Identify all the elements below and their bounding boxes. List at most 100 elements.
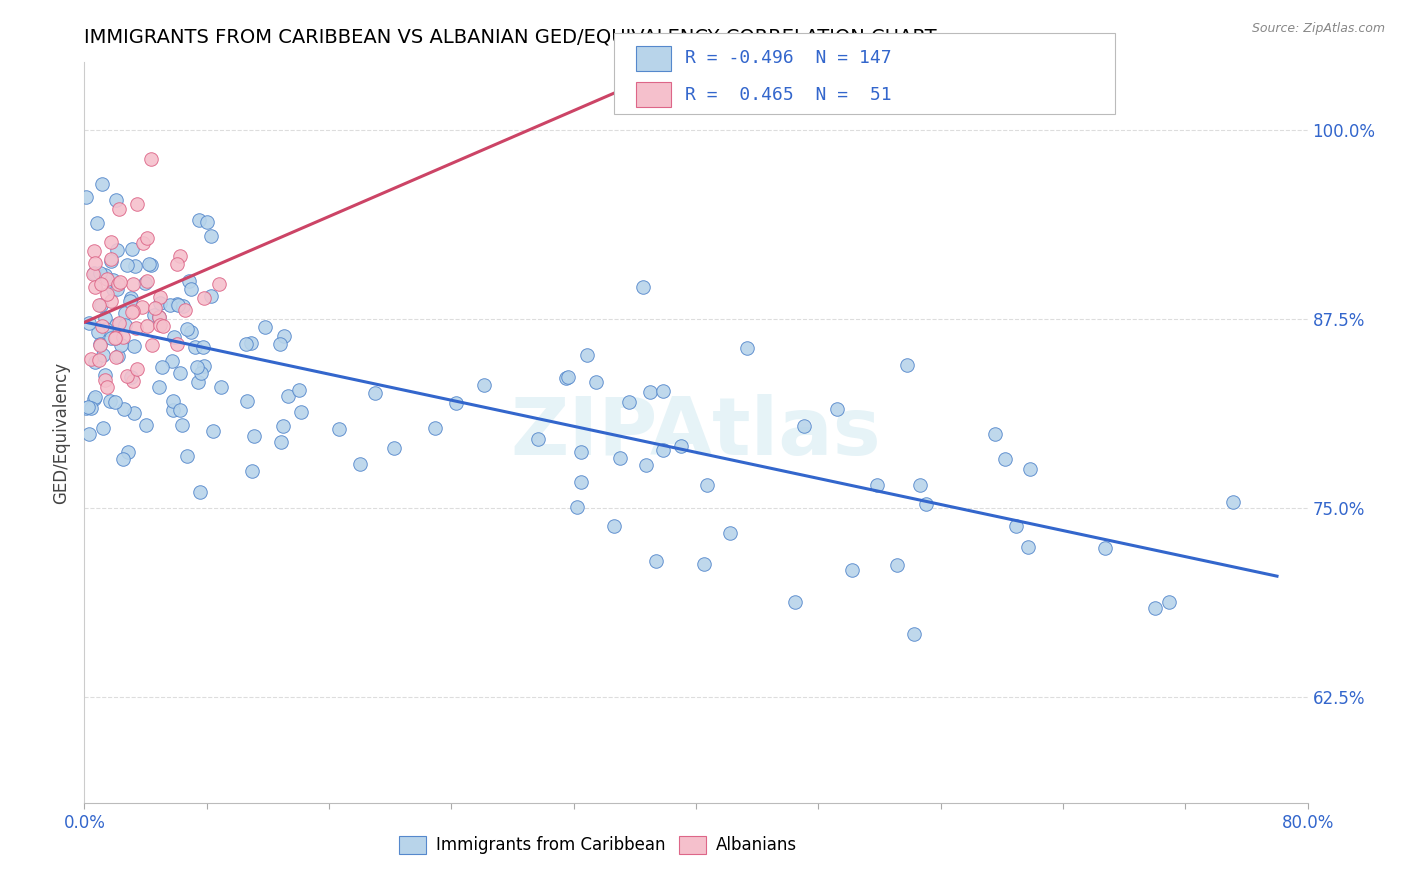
Point — [162, 403, 184, 417]
Y-axis label: GED/Equivalency: GED/Equivalency — [52, 361, 70, 504]
Point — [866, 477, 889, 491]
Point — [90, 277, 112, 291]
Text: Source: ZipAtlas.com: Source: ZipAtlas.com — [1251, 22, 1385, 36]
Point — [135, 318, 157, 333]
Point — [364, 385, 387, 400]
Point — [382, 442, 405, 456]
Point — [526, 432, 548, 446]
Point — [896, 358, 918, 372]
Point — [693, 557, 716, 571]
Point — [444, 396, 467, 410]
Point — [122, 277, 145, 291]
Point — [915, 497, 938, 511]
Point — [669, 439, 692, 453]
Point — [83, 392, 105, 407]
Point — [1222, 494, 1244, 508]
Point — [104, 331, 127, 345]
Point — [166, 336, 188, 351]
Point — [585, 375, 607, 389]
Point — [195, 214, 218, 228]
Point — [1143, 601, 1166, 615]
Point — [186, 359, 208, 374]
Point — [104, 318, 127, 332]
Point — [825, 401, 848, 416]
Point — [633, 280, 655, 294]
Point — [166, 296, 188, 310]
Point — [84, 279, 107, 293]
Point — [131, 300, 153, 314]
Point — [240, 464, 263, 478]
Point — [83, 355, 105, 369]
Point — [105, 350, 128, 364]
Point — [111, 451, 134, 466]
Point — [886, 558, 908, 573]
Point — [172, 299, 194, 313]
Point — [83, 266, 105, 280]
Point — [565, 500, 588, 515]
Point — [100, 235, 122, 249]
Point — [644, 554, 666, 568]
Point — [104, 331, 127, 345]
Point — [120, 369, 142, 384]
Point — [149, 295, 172, 310]
Point — [121, 305, 143, 319]
Point — [115, 258, 138, 272]
Point — [1157, 595, 1180, 609]
Point — [640, 384, 662, 399]
Point — [200, 289, 222, 303]
Point — [96, 322, 118, 336]
Point — [603, 519, 626, 533]
Point — [159, 298, 181, 312]
Point — [169, 249, 191, 263]
Point — [273, 419, 295, 434]
Point — [1005, 519, 1028, 533]
Point — [94, 368, 117, 382]
Point — [87, 353, 110, 368]
Point — [101, 282, 124, 296]
Point — [94, 268, 117, 283]
Point — [141, 258, 163, 272]
Point — [634, 458, 657, 472]
Point — [122, 339, 145, 353]
Point — [91, 319, 114, 334]
Point — [124, 259, 146, 273]
Point — [162, 354, 184, 368]
Point — [554, 371, 576, 385]
Point — [138, 257, 160, 271]
Point — [141, 338, 163, 352]
Point — [105, 243, 128, 257]
Point — [696, 477, 718, 491]
Point — [571, 475, 593, 490]
Point — [253, 320, 276, 334]
Point — [122, 304, 145, 318]
Point — [83, 244, 105, 259]
Point — [162, 394, 184, 409]
Point — [609, 450, 631, 465]
Point — [90, 298, 112, 312]
Point — [131, 235, 153, 250]
Point — [96, 380, 118, 394]
Point — [235, 336, 257, 351]
Legend: Immigrants from Caribbean, Albanians: Immigrants from Caribbean, Albanians — [392, 829, 803, 861]
Point — [122, 406, 145, 420]
Point — [96, 272, 118, 286]
Point — [114, 318, 136, 333]
Point — [190, 366, 212, 380]
Point — [107, 202, 129, 217]
Point — [105, 330, 128, 344]
Point — [910, 478, 932, 492]
Point — [104, 395, 127, 409]
Text: R =  0.465  N =  51: R = 0.465 N = 51 — [685, 86, 891, 103]
Point — [80, 351, 103, 366]
Point — [89, 266, 111, 280]
Point — [1019, 462, 1042, 476]
Point — [148, 310, 170, 325]
Point — [75, 401, 97, 416]
Point — [472, 378, 495, 392]
Point — [87, 325, 110, 339]
Point — [193, 291, 215, 305]
Point — [188, 484, 211, 499]
Point — [170, 418, 193, 433]
Point — [96, 287, 118, 301]
Point — [176, 449, 198, 463]
